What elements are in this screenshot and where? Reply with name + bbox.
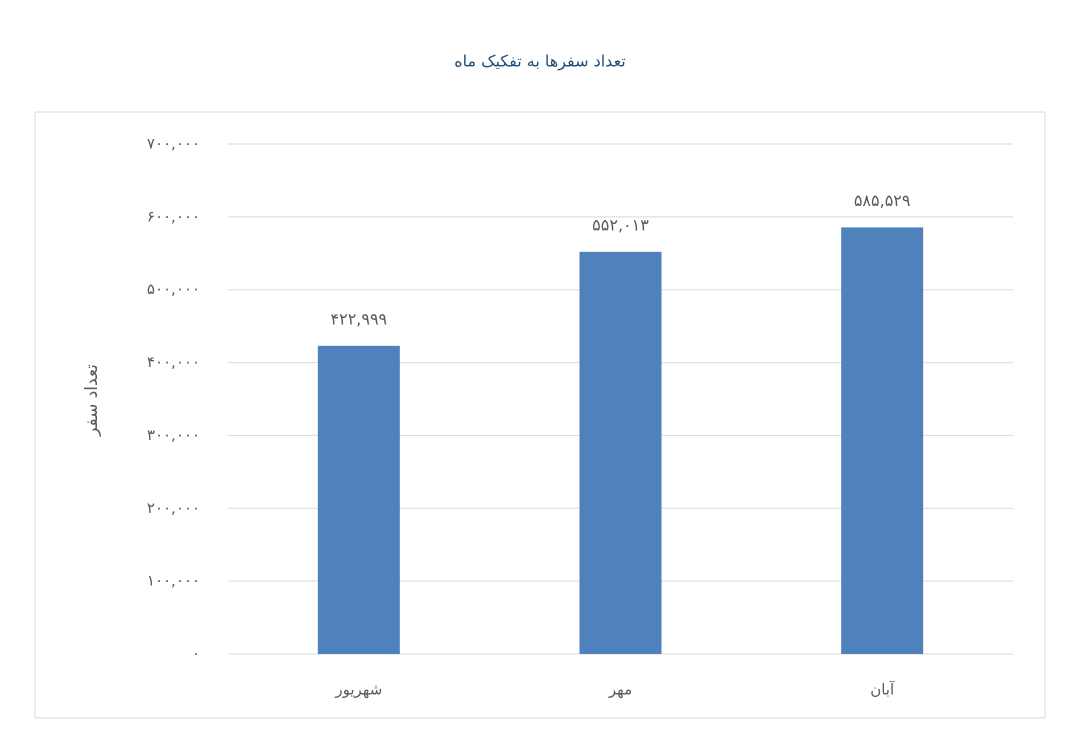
y-tick-label: ۳۰۰,۰۰۰ [147,426,200,444]
y-tick-label: ۴۰۰,۰۰۰ [147,353,200,371]
data-label: ۵۸۵,۵۲۹ [854,191,911,210]
y-tick-label: ۱۰۰,۰۰۰ [147,572,200,590]
bar [317,345,400,654]
x-tick-label: مهر [608,681,632,699]
chart-title: تعداد سفرها به تفکیک ماه [454,52,626,72]
data-label: ۴۲۲,۹۹۹ [331,309,388,328]
y-axis-label: تعداد سفر [82,364,102,437]
y-tick-label: ۰ [192,645,200,663]
data-label: ۵۵۲,۰۱۳ [592,215,649,234]
bar [579,251,662,655]
y-tick-label: ۵۰۰,۰۰۰ [147,280,200,298]
bar [841,227,924,654]
x-tick-label: شهریور [334,681,382,699]
x-tick-label: آبان [870,681,895,699]
y-tick-label: ۶۰۰,۰۰۰ [147,207,200,225]
chart-border [34,111,1046,719]
y-tick-label: ۷۰۰,۰۰۰ [147,135,200,153]
y-tick-label: ۲۰۰,۰۰۰ [147,499,200,517]
